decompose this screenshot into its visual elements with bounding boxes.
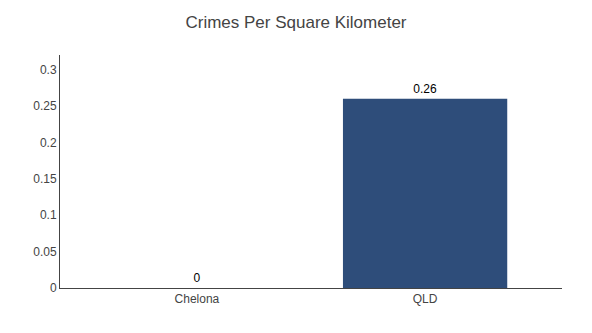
svg-text:0.26: 0.26 <box>413 82 437 96</box>
svg-text:0.1: 0.1 <box>40 208 57 222</box>
svg-text:0.3: 0.3 <box>40 63 57 77</box>
svg-text:0: 0 <box>193 271 200 285</box>
svg-text:0.25: 0.25 <box>33 99 57 113</box>
svg-text:0: 0 <box>50 281 57 295</box>
svg-text:0.05: 0.05 <box>33 245 57 259</box>
svg-text:0.15: 0.15 <box>33 172 57 186</box>
svg-text:0.2: 0.2 <box>40 136 57 150</box>
svg-text:Crimes Per Square Kilometer: Crimes Per Square Kilometer <box>185 13 406 32</box>
svg-text:QLD: QLD <box>413 292 438 306</box>
svg-text:Chelona: Chelona <box>175 292 220 306</box>
